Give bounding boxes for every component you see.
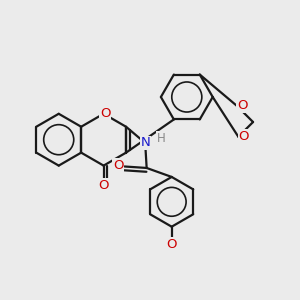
Text: H: H — [157, 132, 166, 145]
Text: N: N — [140, 136, 150, 149]
Text: O: O — [167, 238, 177, 251]
Text: O: O — [113, 158, 123, 172]
Text: O: O — [238, 130, 249, 143]
Text: O: O — [98, 179, 109, 192]
Text: O: O — [237, 99, 247, 112]
Text: O: O — [100, 107, 110, 120]
